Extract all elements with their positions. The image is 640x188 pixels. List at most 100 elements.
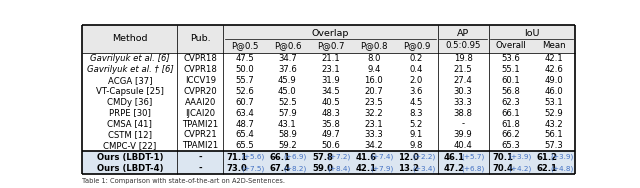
Text: Overlap: Overlap (312, 29, 349, 38)
Bar (83, 163, 575, 174)
Text: 9.8: 9.8 (410, 141, 423, 150)
Text: 48.7: 48.7 (236, 120, 254, 129)
Text: (+7.9): (+7.9) (370, 165, 394, 172)
Text: 37.6: 37.6 (278, 65, 297, 74)
Text: 0.5:0.95: 0.5:0.95 (445, 41, 481, 50)
Text: 48.3: 48.3 (321, 109, 340, 118)
Text: P@0.9: P@0.9 (403, 41, 430, 50)
Text: P@0.5: P@0.5 (231, 41, 259, 50)
Text: -: - (461, 120, 465, 129)
Text: 52.6: 52.6 (236, 87, 254, 96)
Text: 59.2: 59.2 (278, 141, 297, 150)
Text: 58.9: 58.9 (278, 130, 297, 139)
Text: Method: Method (112, 34, 148, 43)
Text: 33.3: 33.3 (364, 130, 383, 139)
Text: AP: AP (457, 29, 469, 38)
Text: 23.1: 23.1 (321, 65, 340, 74)
Text: 0.2: 0.2 (410, 54, 423, 63)
Text: 57.8: 57.8 (312, 152, 333, 161)
Text: 39.9: 39.9 (454, 130, 472, 139)
Text: IJCAI20: IJCAI20 (186, 109, 216, 118)
Text: 45.9: 45.9 (278, 76, 297, 85)
Text: 34.7: 34.7 (278, 54, 297, 63)
Text: 66.1: 66.1 (502, 109, 520, 118)
Text: (+3.4): (+3.4) (413, 165, 436, 172)
Text: 62.3: 62.3 (502, 98, 520, 107)
Text: Ours (LBDT-1): Ours (LBDT-1) (97, 152, 163, 161)
Text: 30.3: 30.3 (454, 87, 472, 96)
Text: CVPR18: CVPR18 (184, 54, 218, 63)
Text: 3.6: 3.6 (410, 87, 423, 96)
Text: 4.5: 4.5 (410, 98, 423, 107)
Text: (+4.2): (+4.2) (508, 165, 531, 172)
Text: 56.8: 56.8 (502, 87, 521, 96)
Text: -: - (198, 152, 202, 161)
Text: (+5.6): (+5.6) (241, 154, 264, 160)
Text: P@0.7: P@0.7 (317, 41, 344, 50)
Text: 12.0: 12.0 (398, 152, 419, 161)
Text: 70.4: 70.4 (492, 164, 513, 173)
Bar (83, 97, 575, 108)
Text: 70.1: 70.1 (492, 152, 513, 161)
Text: (+3.9): (+3.9) (550, 154, 573, 160)
Text: 42.1: 42.1 (355, 164, 376, 173)
Text: TPAMI21: TPAMI21 (182, 120, 218, 129)
Text: Overall: Overall (496, 41, 527, 50)
Text: (+3.9): (+3.9) (508, 154, 531, 160)
Text: CVPR21: CVPR21 (184, 130, 217, 139)
Text: IoU: IoU (524, 29, 540, 38)
Text: Mean: Mean (542, 41, 566, 50)
Bar (83, 53, 575, 64)
Text: (+7.5): (+7.5) (241, 165, 264, 172)
Text: 32.2: 32.2 (364, 109, 383, 118)
Bar (83, 151, 575, 163)
Text: 65.4: 65.4 (236, 130, 254, 139)
Text: 23.1: 23.1 (364, 120, 383, 129)
Text: 33.3: 33.3 (454, 98, 472, 107)
Text: 67.4: 67.4 (269, 164, 290, 173)
Text: 31.9: 31.9 (321, 76, 340, 85)
Text: 19.8: 19.8 (454, 54, 473, 63)
Bar (83, 86, 575, 97)
Text: 34.5: 34.5 (321, 87, 340, 96)
Text: Ours (LBDT-4): Ours (LBDT-4) (97, 164, 163, 173)
Text: 46.1: 46.1 (444, 152, 465, 161)
Text: 66.1: 66.1 (269, 152, 290, 161)
Text: CVPR18: CVPR18 (184, 65, 218, 74)
Text: 52.9: 52.9 (545, 109, 563, 118)
Text: 5.2: 5.2 (410, 120, 423, 129)
Text: AAAI20: AAAI20 (185, 98, 216, 107)
Text: 8.0: 8.0 (367, 54, 381, 63)
Text: (+6.9): (+6.9) (284, 154, 307, 160)
Text: (+5.7): (+5.7) (461, 154, 484, 160)
Text: 42.6: 42.6 (545, 65, 563, 74)
Text: 61.8: 61.8 (502, 120, 521, 129)
Text: 20.7: 20.7 (364, 87, 383, 96)
Text: 55.7: 55.7 (236, 76, 254, 85)
Text: 49.0: 49.0 (545, 76, 563, 85)
Text: 40.5: 40.5 (321, 98, 340, 107)
Text: 66.2: 66.2 (502, 130, 520, 139)
Text: 43.2: 43.2 (545, 120, 563, 129)
Text: ICCV19: ICCV19 (185, 76, 216, 85)
Text: 63.4: 63.4 (236, 109, 254, 118)
Text: PRPE [30]: PRPE [30] (109, 109, 151, 118)
Text: 38.8: 38.8 (454, 109, 473, 118)
Text: 42.1: 42.1 (545, 54, 563, 63)
Text: 21.1: 21.1 (321, 54, 340, 63)
Text: CMSA [41]: CMSA [41] (108, 120, 152, 129)
Text: 52.5: 52.5 (278, 98, 297, 107)
Bar (83, 130, 575, 140)
Text: 56.1: 56.1 (545, 130, 563, 139)
Bar (83, 25, 575, 53)
Text: (+2.2): (+2.2) (413, 154, 436, 160)
Text: TPAMI21: TPAMI21 (182, 141, 218, 150)
Text: 23.5: 23.5 (364, 98, 383, 107)
Text: 16.0: 16.0 (364, 76, 383, 85)
Text: (+7.2): (+7.2) (327, 154, 350, 160)
Text: 53.1: 53.1 (545, 98, 563, 107)
Text: 21.5: 21.5 (454, 65, 472, 74)
Text: P@0.8: P@0.8 (360, 41, 388, 50)
Text: CSTM [12]: CSTM [12] (108, 130, 152, 139)
Text: P@0.6: P@0.6 (274, 41, 301, 50)
